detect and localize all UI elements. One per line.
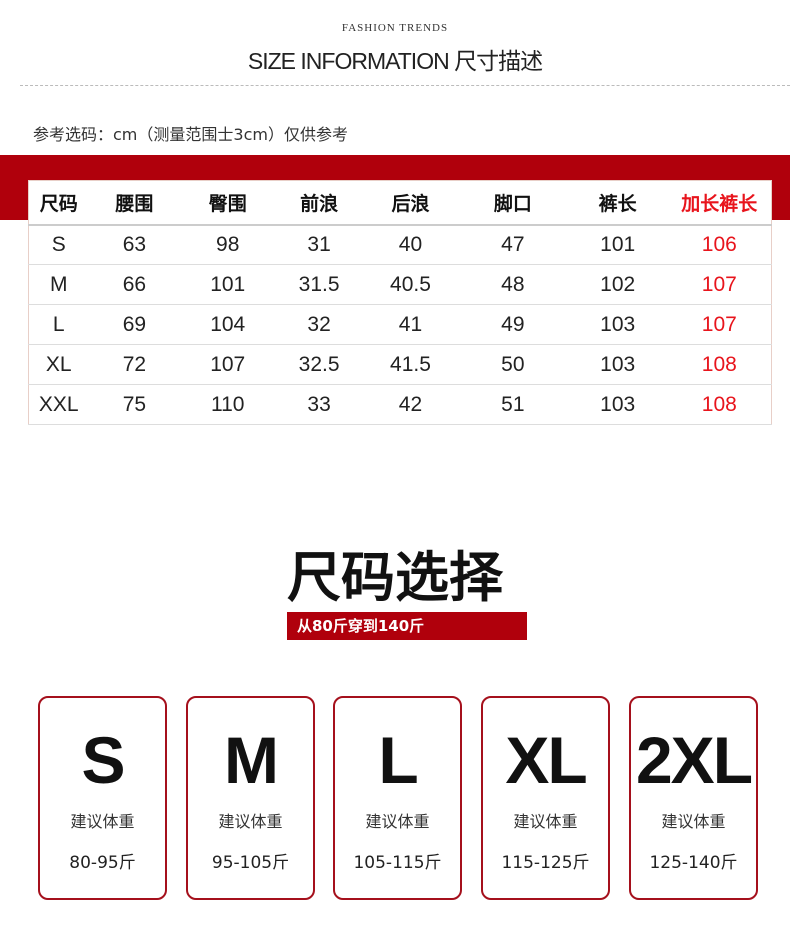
banner-extension <box>449 612 527 640</box>
weight-range: 95-105斤 <box>211 853 290 873</box>
size-label: S <box>81 723 125 797</box>
table-cell: 103 <box>567 344 668 385</box>
table-cell: 107 <box>667 304 772 345</box>
table-cell: 107 <box>667 264 772 305</box>
table-cell: 42 <box>363 384 458 425</box>
table-cell: 106 <box>667 224 772 265</box>
table-cell: 103 <box>567 384 668 425</box>
weight-range: 125-140斤 <box>649 853 738 873</box>
table-cell: 72 <box>88 344 181 385</box>
column-header: 臀围 <box>180 180 276 226</box>
table-cell: 102 <box>567 264 668 305</box>
table-cell: 32 <box>275 304 364 345</box>
table-cell: L <box>28 304 89 345</box>
table-cell: XL <box>28 344 89 385</box>
table-cell: 31.5 <box>275 264 364 305</box>
size-card: L 建议体重 105-115斤 <box>333 696 462 900</box>
weight-label: 建议体重 <box>513 812 578 831</box>
weight-label: 建议体重 <box>661 812 726 831</box>
table-cell: 110 <box>180 384 276 425</box>
weight-range-banner: 从80斤穿到140斤 <box>287 612 449 640</box>
size-table: 尺码 腰围 臀围 前浪 后浪 脚口 裤长 加长裤长 S 63 98 31 40 47 101 106 M 66 10… <box>28 180 772 425</box>
table-cell: 31 <box>275 224 364 265</box>
table-cell: 104 <box>180 304 276 345</box>
column-header: 脚口 <box>457 180 568 226</box>
table-cell: S <box>28 224 89 265</box>
weight-label: 建议体重 <box>365 812 430 831</box>
table-row: S 63 98 31 40 47 101 106 <box>28 224 772 265</box>
size-card: XL 建议体重 115-125斤 <box>481 696 610 900</box>
table-header-row: 尺码 腰围 臀围 前浪 后浪 脚口 裤长 加长裤长 <box>28 180 772 226</box>
size-label: 2XL <box>635 723 753 797</box>
measurement-note: 参考选码：cm（测量范围士3cm）仅供参考 <box>33 125 348 144</box>
table-cell: 103 <box>567 304 668 345</box>
table-cell: 47 <box>457 224 568 265</box>
table-cell: 41 <box>363 304 458 345</box>
column-header: 加长裤长 <box>667 180 772 226</box>
table-cell: XXL <box>28 384 89 425</box>
table-cell: 63 <box>88 224 181 265</box>
column-header: 前浪 <box>275 180 364 226</box>
table-row: M 66 101 31.5 40.5 48 102 107 <box>28 264 772 305</box>
size-label: XL <box>505 723 587 797</box>
column-header: 腰围 <box>88 180 181 226</box>
table-cell: 101 <box>180 264 276 305</box>
size-selection-title: 尺码选择 <box>287 546 503 609</box>
table-row: XXL 75 110 33 42 51 103 108 <box>28 384 772 425</box>
size-card: M 建议体重 95-105斤 <box>186 696 315 900</box>
table-cell: 75 <box>88 384 181 425</box>
size-label: L <box>378 723 418 797</box>
table-cell: 48 <box>457 264 568 305</box>
page-title: SIZE INFORMATION 尺寸描述 <box>247 48 543 74</box>
weight-range: 80-95斤 <box>69 853 136 873</box>
table-cell: 108 <box>667 384 772 425</box>
table-cell: 107 <box>180 344 276 385</box>
size-label: M <box>224 723 279 797</box>
table-cell: 33 <box>275 384 364 425</box>
table-cell: 108 <box>667 344 772 385</box>
table-cell: 32.5 <box>275 344 364 385</box>
column-header: 尺码 <box>28 180 89 226</box>
weight-range: 115-125斤 <box>501 853 590 873</box>
weight-range: 105-115斤 <box>353 853 442 873</box>
table-cell: 69 <box>88 304 181 345</box>
table-cell: 40.5 <box>363 264 458 305</box>
table-cell: 66 <box>88 264 181 305</box>
column-header: 裤长 <box>567 180 668 226</box>
table-cell: M <box>28 264 89 305</box>
table-row: XL 72 107 32.5 41.5 50 103 108 <box>28 344 772 385</box>
size-card: 2XL 建议体重 125-140斤 <box>629 696 758 900</box>
weight-label: 建议体重 <box>70 812 135 831</box>
kicker-text: FASHION TRENDS <box>341 22 449 34</box>
table-cell: 98 <box>180 224 276 265</box>
table-cell: 40 <box>363 224 458 265</box>
table-cell: 49 <box>457 304 568 345</box>
table-cell: 51 <box>457 384 568 425</box>
table-row: L 69 104 32 41 49 103 107 <box>28 304 772 345</box>
table-cell: 101 <box>567 224 668 265</box>
column-header: 后浪 <box>363 180 458 226</box>
table-cell: 41.5 <box>363 344 458 385</box>
weight-label: 建议体重 <box>218 812 283 831</box>
table-cell: 50 <box>457 344 568 385</box>
size-card: S 建议体重 80-95斤 <box>38 696 167 900</box>
divider <box>20 85 790 86</box>
